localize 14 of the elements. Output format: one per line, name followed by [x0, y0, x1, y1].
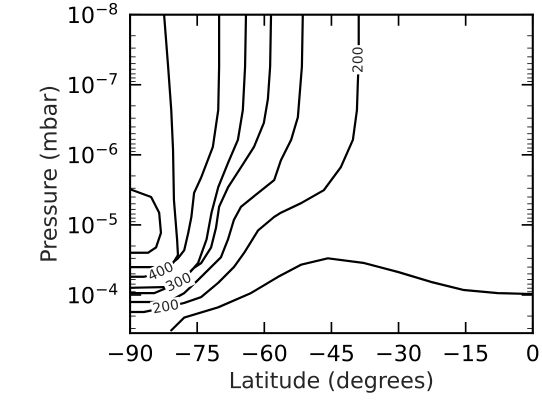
x-tick-label: −60	[243, 344, 286, 362]
x-tick-label: −45	[310, 344, 353, 362]
x-axis-title: Latitude (degrees)	[230, 371, 432, 393]
y-tick-label: 10$^{−8}$	[69, 2, 118, 24]
y-tick-label: 10$^{−4}$	[69, 283, 118, 304]
y-tick-label: 10$^{−5}$	[69, 213, 117, 234]
x-tick-label: −30	[377, 344, 421, 362]
x-tick-label: −75	[176, 344, 219, 362]
y-tick-label: 10$^{−7}$	[69, 73, 117, 94]
x-tick-label: −90	[108, 344, 152, 362]
x-tick-label: 0	[527, 344, 538, 362]
x-tick-label: −15	[444, 344, 488, 362]
y-axis-title: Pressure (mbar)	[40, 86, 60, 261]
y-tick-label: 10$^{−6}$	[69, 143, 118, 164]
